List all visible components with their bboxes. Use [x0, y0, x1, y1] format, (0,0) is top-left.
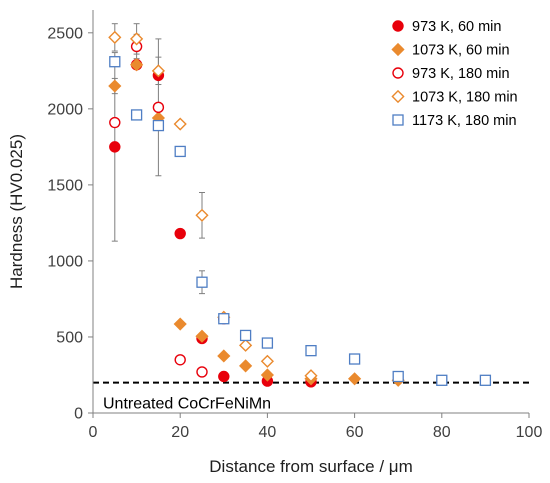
data-point-series-2 [108, 79, 122, 93]
y-tick-label: 1000 [47, 253, 83, 270]
legend-label-series-4: 1073 K, 180 min [412, 90, 518, 106]
data-point-series-3 [152, 101, 165, 114]
data-point-series-4 [195, 208, 209, 222]
data-point-series-5 [109, 56, 121, 68]
data-point-series-4 [173, 117, 187, 131]
data-point-series-5 [392, 370, 404, 383]
x-axis-title: Distance from surface / μm [209, 457, 412, 476]
data-point-series-1 [109, 141, 121, 153]
data-point-series-4 [108, 30, 122, 44]
x-tick-label: 80 [433, 424, 451, 441]
data-point-series-5 [218, 313, 230, 325]
legend-label-series-3: 973 K, 180 min [412, 66, 510, 82]
data-point-series-4 [239, 338, 253, 352]
data-point-series-5 [152, 119, 165, 132]
legend-marker-series-5 [392, 114, 404, 126]
data-point-series-5 [436, 374, 448, 386]
legend-label-series-1: 973 K, 60 min [412, 19, 501, 35]
legend-marker-series-1 [392, 20, 404, 32]
data-point-series-2 [173, 317, 187, 331]
legend-marker-series-2 [391, 42, 405, 57]
data-point-series-5 [261, 337, 274, 349]
legend-label-series-2: 1073 K, 60 min [412, 43, 510, 59]
data-point-series-5 [130, 109, 143, 121]
y-axis-title: Hardness (HV0.025) [7, 134, 26, 289]
y-tick-label: 2500 [47, 25, 83, 42]
y-tick-label: 1500 [47, 177, 83, 194]
data-point-series-4 [304, 369, 318, 383]
y-tick-label: 0 [74, 406, 83, 423]
x-ticks: 0 20 40 60 80 100 [89, 413, 543, 441]
data-point-series-2 [239, 359, 253, 373]
data-point-series-2 [195, 329, 209, 343]
data-point-series-3 [109, 116, 121, 129]
y-tick-label: 500 [56, 329, 83, 346]
data-point-series-2 [217, 349, 231, 363]
x-tick-label: 40 [259, 424, 277, 441]
data-point-series-3 [174, 354, 186, 366]
data-point-series-1 [174, 227, 186, 240]
data-point-series-5 [305, 344, 317, 357]
data-point-series-5 [479, 374, 492, 386]
data-point-series-4 [130, 32, 144, 46]
x-tick-label: 60 [346, 424, 364, 441]
data-point-series-2 [260, 368, 274, 382]
data-point-series-5 [174, 145, 186, 158]
reference-line-group: Untreated CoCrFeNiMn [93, 381, 529, 413]
y-ticks: 0 500 1000 1500 2000 2500 [47, 25, 93, 423]
x-tick-label: 20 [171, 424, 189, 441]
data-point-series-3 [196, 366, 208, 378]
data-markers [108, 30, 492, 388]
error-bars [111, 23, 205, 295]
data-point-series-2 [130, 58, 144, 72]
data-point-series-4 [260, 354, 274, 368]
data-point-series-1 [218, 370, 230, 383]
legend: 973 K, 60 min 1073 K, 60 min 973 K, 180 mi… [391, 19, 518, 129]
data-point-series-5 [239, 329, 252, 342]
axes [92, 10, 529, 414]
data-point-series-4 [151, 64, 165, 78]
data-point-series-2 [348, 372, 362, 386]
x-tick-label: 0 [89, 424, 98, 441]
data-point-series-5 [196, 276, 208, 288]
data-point-series-5 [348, 353, 361, 365]
legend-marker-series-4 [391, 89, 405, 104]
x-tick-label: 100 [516, 424, 543, 441]
reference-line-label: Untreated CoCrFeNiMn [103, 396, 271, 413]
legend-label-series-5: 1173 K, 180 min [412, 113, 517, 129]
legend-marker-series-3 [392, 67, 404, 79]
y-tick-label: 2000 [47, 101, 83, 118]
